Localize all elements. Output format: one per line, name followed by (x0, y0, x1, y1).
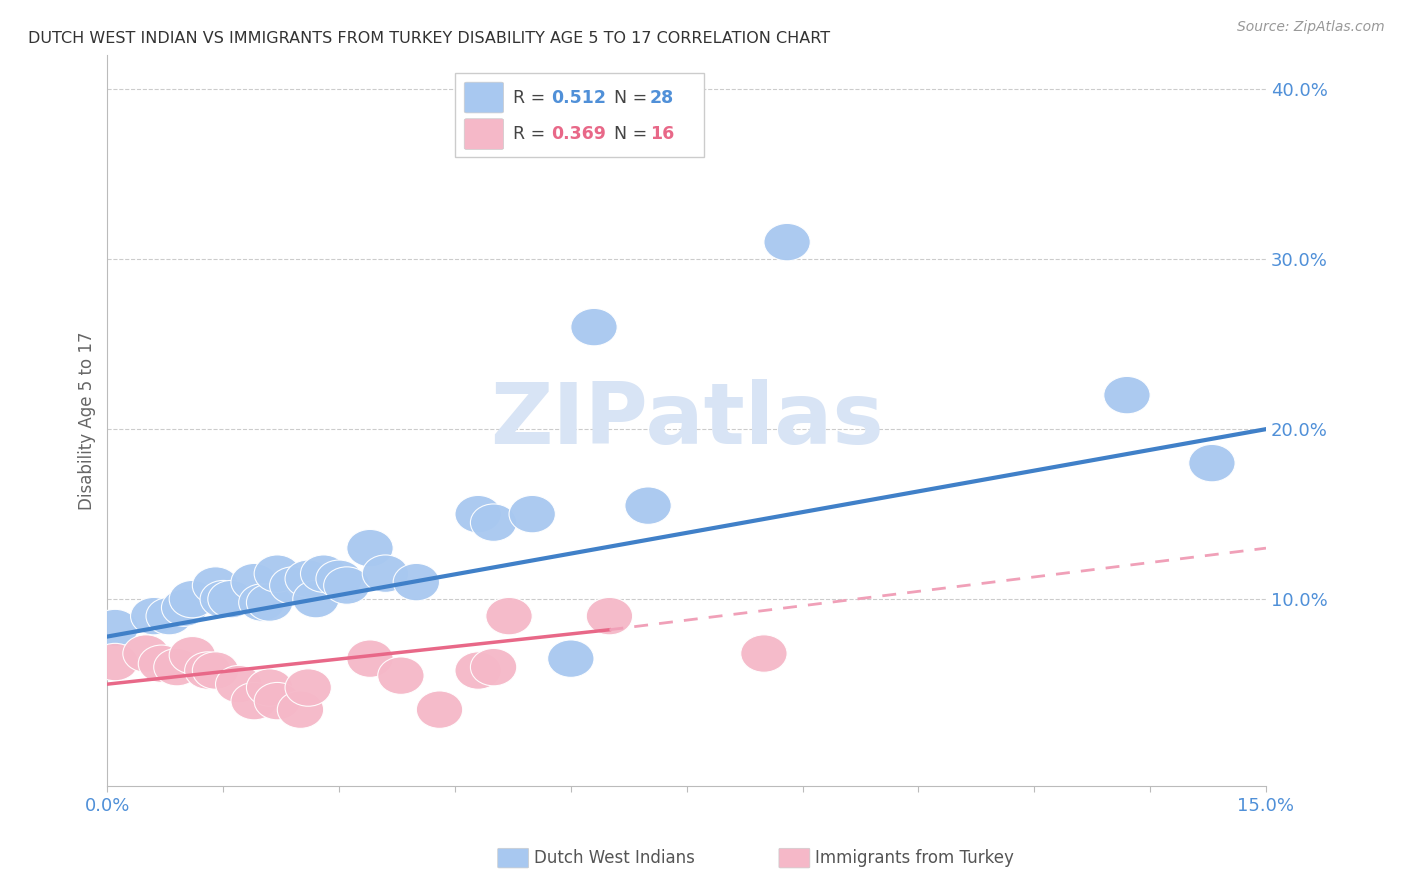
Ellipse shape (347, 530, 394, 566)
Text: N =: N = (603, 125, 652, 143)
FancyBboxPatch shape (464, 119, 503, 150)
Text: Dutch West Indians: Dutch West Indians (534, 849, 695, 867)
Ellipse shape (231, 564, 277, 601)
Ellipse shape (131, 598, 177, 635)
Ellipse shape (184, 652, 231, 690)
Ellipse shape (208, 581, 254, 618)
Ellipse shape (347, 640, 394, 677)
Ellipse shape (169, 637, 215, 674)
Text: 0.369: 0.369 (551, 125, 606, 143)
Ellipse shape (301, 555, 347, 592)
Ellipse shape (285, 669, 332, 706)
Ellipse shape (624, 487, 671, 524)
Ellipse shape (91, 643, 138, 681)
Ellipse shape (270, 566, 316, 604)
Ellipse shape (316, 560, 363, 598)
Ellipse shape (162, 589, 208, 626)
Ellipse shape (378, 657, 425, 694)
Text: N =: N = (603, 88, 652, 106)
Text: ZIPatlas: ZIPatlas (489, 379, 883, 462)
Ellipse shape (471, 504, 517, 541)
Ellipse shape (193, 652, 239, 690)
Ellipse shape (193, 566, 239, 604)
Ellipse shape (239, 584, 285, 621)
Ellipse shape (246, 669, 292, 706)
Ellipse shape (456, 652, 502, 690)
Ellipse shape (246, 584, 292, 621)
Text: R =: R = (513, 88, 551, 106)
Ellipse shape (763, 223, 810, 260)
FancyBboxPatch shape (464, 82, 503, 113)
Ellipse shape (292, 581, 339, 618)
Ellipse shape (1188, 444, 1234, 482)
Ellipse shape (138, 645, 184, 682)
Ellipse shape (548, 640, 593, 677)
Ellipse shape (200, 581, 246, 618)
Ellipse shape (323, 566, 370, 604)
Ellipse shape (277, 691, 323, 729)
Ellipse shape (215, 665, 262, 703)
Ellipse shape (471, 648, 517, 686)
Ellipse shape (456, 495, 502, 533)
Ellipse shape (486, 598, 533, 635)
Text: 16: 16 (650, 125, 673, 143)
Text: 0.512: 0.512 (551, 88, 606, 106)
Text: DUTCH WEST INDIAN VS IMMIGRANTS FROM TURKEY DISABILITY AGE 5 TO 17 CORRELATION C: DUTCH WEST INDIAN VS IMMIGRANTS FROM TUR… (28, 31, 831, 46)
Ellipse shape (363, 555, 409, 592)
Ellipse shape (231, 682, 277, 720)
Ellipse shape (586, 598, 633, 635)
Ellipse shape (285, 560, 332, 598)
FancyBboxPatch shape (456, 73, 704, 158)
Ellipse shape (254, 555, 301, 592)
Ellipse shape (169, 581, 215, 618)
Ellipse shape (153, 648, 200, 686)
Ellipse shape (509, 495, 555, 533)
Ellipse shape (122, 635, 169, 673)
Text: Source: ZipAtlas.com: Source: ZipAtlas.com (1237, 20, 1385, 34)
Text: Immigrants from Turkey: Immigrants from Turkey (815, 849, 1014, 867)
Ellipse shape (91, 609, 138, 647)
Ellipse shape (146, 598, 193, 635)
Ellipse shape (571, 309, 617, 346)
Text: R =: R = (513, 125, 551, 143)
Ellipse shape (741, 635, 787, 673)
Ellipse shape (254, 682, 301, 720)
Y-axis label: Disability Age 5 to 17: Disability Age 5 to 17 (79, 332, 96, 510)
Ellipse shape (416, 691, 463, 729)
Ellipse shape (1104, 376, 1150, 414)
Ellipse shape (394, 564, 440, 601)
Text: 28: 28 (650, 88, 673, 106)
